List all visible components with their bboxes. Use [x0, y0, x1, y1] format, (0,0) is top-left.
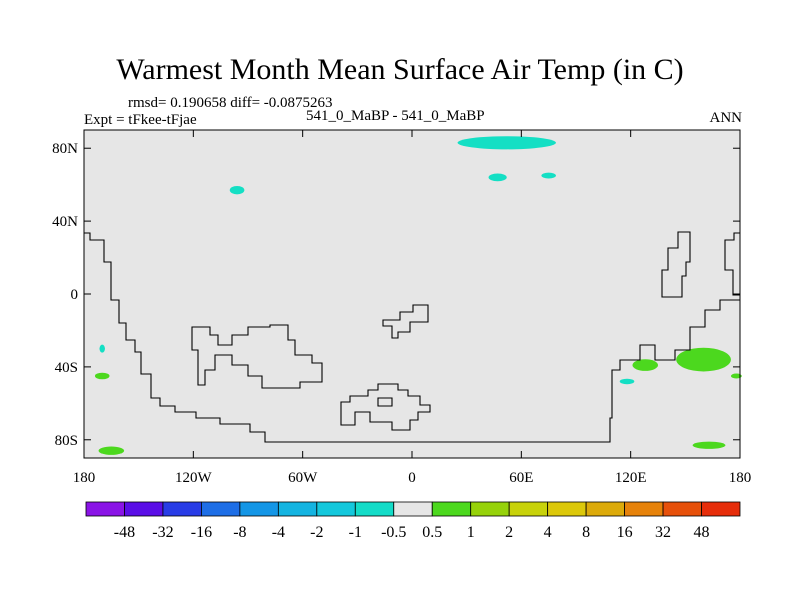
colorbar-label-10: 2 [505, 524, 513, 541]
y-tick-label-3: 40S [55, 360, 78, 376]
x-tick-label-0: 180 [73, 470, 96, 486]
colorbar-label-9: 1 [467, 524, 475, 541]
anomaly-patch-11 [98, 446, 125, 455]
colorbar-label-2: -16 [191, 524, 212, 541]
colorbar-label-12: 8 [582, 524, 590, 541]
anomaly-patch-5 [619, 378, 635, 385]
anomaly-patch-6 [94, 372, 110, 380]
colorbar-label-1: -32 [152, 524, 173, 541]
colorbar-swatch-3 [201, 501, 241, 517]
colorbar-swatch-2 [162, 501, 202, 517]
colorbar-swatch-12 [547, 501, 587, 517]
stats-label: rmsd= 0.190658 diff= -0.0875263 [128, 95, 333, 111]
anomaly-patch-3 [541, 172, 556, 179]
x-tick-label-5: 120E [615, 470, 647, 486]
colorbar-label-14: 32 [655, 524, 671, 541]
anomaly-patches [94, 136, 742, 455]
colorbar: -48 -32 -16 -8 -4 -2 -1 -0.5 0.5 1 2 4 8 16 32 48 [85, 501, 741, 541]
colorbar-swatch-14 [624, 501, 664, 517]
anomaly-patch-2 [488, 173, 507, 182]
colorbar-label-13: 16 [617, 524, 633, 541]
colorbar-swatch-6 [316, 501, 356, 517]
colorbar-label-7: -0.5 [381, 524, 406, 541]
colorbar-label-6: -1 [349, 524, 362, 541]
season-label: ANN [709, 110, 743, 126]
colorbar-swatch-11 [508, 501, 549, 517]
colorbar-swatch-4 [239, 501, 279, 517]
y-tick-label-2: 0 [71, 287, 79, 303]
colorbar-label-4: -4 [272, 524, 285, 541]
colorbar-label-11: 4 [544, 524, 552, 541]
anomaly-patch-8 [632, 359, 658, 371]
colorbar-swatch-8 [393, 501, 433, 517]
plot-title: Warmest Month Mean Surface Air Temp (in … [116, 53, 684, 86]
colorbar-label-5: -2 [310, 524, 323, 541]
colorbar-swatch-0 [85, 501, 125, 517]
anomaly-patch-4 [99, 344, 105, 353]
x-tick-label-4: 60E [509, 470, 533, 486]
anomaly-patch-7 [676, 347, 731, 372]
x-tick-label-6: 180 [729, 470, 752, 486]
axis-ticks: 180 120W 60W 0 60E 120E 180 80N 40N 0 40S 80S [52, 130, 751, 486]
anomaly-patch-9 [730, 373, 742, 379]
y-tick-label-1: 40N [52, 214, 78, 230]
colorbar-label-15: 48 [694, 524, 710, 541]
x-tick-label-2: 60W [288, 470, 318, 486]
anomaly-patch-1 [229, 185, 245, 195]
colorbar-swatch-15 [662, 501, 702, 517]
experiment-label: Expt = tFkee-tFjae [84, 112, 197, 128]
colorbar-swatch-10 [470, 501, 510, 517]
y-tick-label-4: 80S [55, 433, 78, 449]
colorbar-swatch-13 [585, 501, 625, 517]
colorbar-swatch-1 [124, 501, 164, 517]
anomaly-patch-10 [692, 441, 726, 449]
colorbar-label-8: 0.5 [422, 524, 442, 541]
x-tick-label-3: 0 [408, 470, 416, 486]
map-background [84, 130, 740, 458]
colorbar-label-3: -8 [233, 524, 246, 541]
colorbar-swatch-16 [701, 501, 741, 517]
anomaly-patch-0 [457, 136, 556, 150]
run-label: 541_0_MaBP - 541_0_MaBP [306, 108, 485, 124]
colorbar-label-0: -48 [114, 524, 135, 541]
x-tick-label-1: 120W [175, 470, 213, 486]
colorbar-swatch-9 [431, 501, 472, 517]
colorbar-swatch-7 [354, 501, 395, 517]
y-tick-label-0: 80N [52, 141, 78, 157]
colorbar-swatch-5 [277, 501, 318, 517]
coastlines [84, 231, 740, 443]
